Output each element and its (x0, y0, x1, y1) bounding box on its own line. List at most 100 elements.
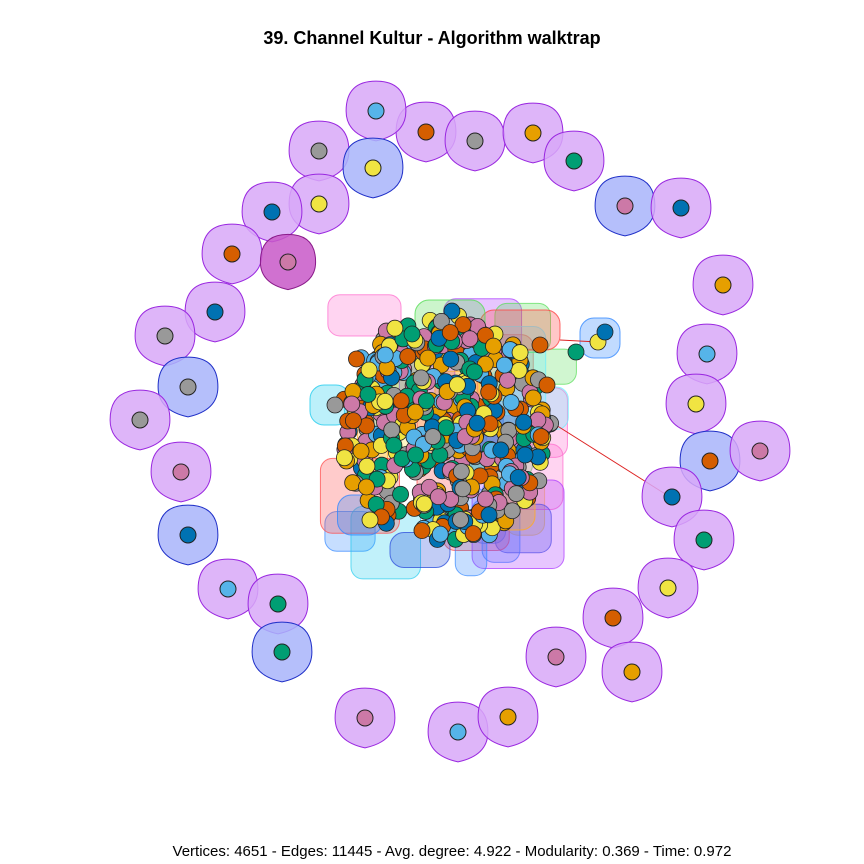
core-node (431, 525, 449, 543)
core-node (418, 392, 435, 410)
core-node (502, 394, 520, 411)
peripheral-community (342, 137, 404, 199)
peripheral-community (157, 356, 219, 418)
core-node (415, 495, 433, 513)
vertex-node (672, 199, 690, 217)
vertex-node (663, 488, 681, 506)
vertex-node (310, 142, 328, 160)
peripheral-community (444, 110, 506, 172)
graph-stats: Vertices: 4651 - Edges: 11445 - Avg. deg… (172, 843, 732, 860)
core-node (454, 480, 472, 498)
core-node (406, 403, 424, 421)
vertex-node (687, 395, 705, 413)
vertex-node (524, 124, 542, 142)
core-node (376, 392, 394, 410)
vertex-node (714, 276, 732, 294)
vertex-node (156, 327, 174, 345)
peripheral-community (477, 686, 539, 748)
peripheral-community (637, 557, 699, 619)
vertex-node (206, 303, 224, 321)
vertex-node (417, 123, 435, 141)
core-node (343, 395, 361, 413)
vertex-node (623, 663, 641, 681)
core-node (383, 421, 401, 439)
core-node (492, 441, 510, 459)
core-node (412, 369, 430, 387)
vertex-node (659, 579, 677, 597)
peripheral-community (157, 504, 219, 566)
core-node (510, 362, 528, 379)
core-node (531, 336, 549, 354)
core-node (524, 389, 542, 407)
core-node (461, 330, 479, 348)
core-node (464, 525, 482, 543)
peripheral-community (288, 120, 350, 182)
core-node (509, 469, 527, 486)
vertex-node (616, 197, 634, 215)
core-node (452, 463, 470, 480)
core-node (360, 361, 378, 379)
peripheral-community (150, 441, 212, 503)
core-node (442, 350, 460, 368)
vertex-node (604, 609, 622, 627)
peripheral-community (251, 621, 313, 683)
core-node (480, 383, 498, 401)
peripheral-community (601, 641, 663, 703)
core-node (432, 313, 450, 330)
vertex-node (269, 595, 287, 613)
core-node (441, 324, 459, 341)
peripheral-community (201, 223, 263, 285)
peripheral-community (729, 420, 791, 482)
core-node (485, 337, 502, 355)
vertex-node (695, 531, 713, 549)
vertex-node (179, 526, 197, 544)
core-node (437, 419, 455, 437)
vertex-node (263, 203, 281, 221)
vertex-node (131, 411, 149, 429)
peripheral-community (594, 175, 656, 237)
peripheral-community (673, 509, 735, 571)
core-node (358, 478, 375, 496)
vertex-node (751, 442, 769, 460)
vertex-node (701, 452, 719, 470)
core-node (336, 449, 353, 467)
core-node (507, 485, 525, 503)
vertex-node (219, 580, 237, 598)
core-node (359, 386, 377, 403)
chart-title: 39. Channel Kultur - Algorithm walktrap (263, 28, 601, 48)
core-node (477, 490, 494, 508)
core-node (567, 343, 585, 361)
core-node (516, 446, 534, 464)
peripheral-communities (109, 80, 791, 763)
core-node (532, 428, 550, 445)
vertex-node (565, 152, 583, 170)
vertex-node (364, 159, 382, 177)
core-nodes (326, 302, 614, 548)
vertex-node (547, 648, 565, 666)
core-node (499, 371, 516, 389)
peripheral-community (650, 177, 712, 239)
core-node (344, 412, 362, 430)
peripheral-community (134, 305, 196, 367)
vertex-node (223, 245, 241, 263)
core-node (596, 323, 614, 341)
peripheral-community (109, 389, 171, 451)
core-node (503, 502, 521, 520)
core-node (429, 488, 447, 506)
core-node (454, 316, 472, 334)
core-node (392, 392, 410, 410)
core-node (385, 436, 403, 454)
core-node (352, 442, 370, 460)
core-node (399, 348, 417, 365)
vertex-node (449, 723, 467, 741)
core-node (424, 428, 442, 446)
core-node (538, 376, 556, 394)
vertex-node (172, 463, 190, 481)
peripheral-community (692, 254, 754, 316)
core-node (361, 511, 379, 529)
peripheral-community (259, 233, 317, 291)
core-node (407, 446, 425, 464)
peripheral-community (543, 130, 605, 192)
vertex-node (698, 345, 716, 363)
vertex-node (356, 709, 374, 727)
